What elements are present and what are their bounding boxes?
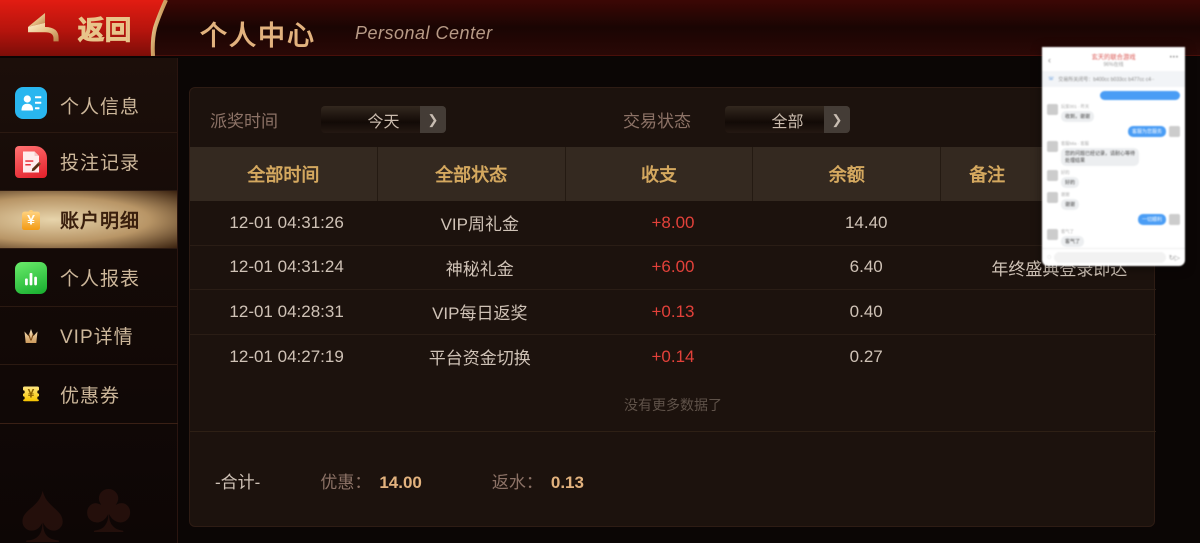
svg-text:¥: ¥ xyxy=(27,211,35,227)
svg-text:♠: ♠ xyxy=(20,466,65,543)
svg-text:V: V xyxy=(28,332,34,342)
svg-text:♣: ♣ xyxy=(85,468,132,543)
svg-text:¥: ¥ xyxy=(28,386,35,400)
